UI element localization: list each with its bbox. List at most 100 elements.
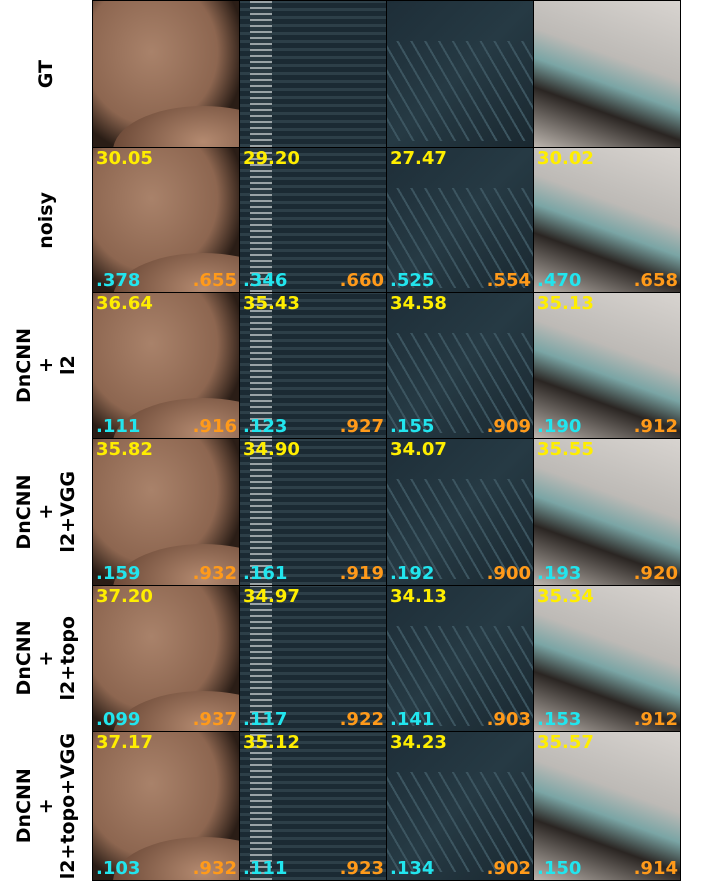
- psnr-label: 34.58: [390, 295, 447, 313]
- ssim-label: .920: [634, 565, 678, 583]
- row-label-line: +: [35, 733, 57, 879]
- psnr-label: 29.20: [243, 150, 300, 168]
- row-label-line: +: [35, 471, 57, 553]
- ssim-label: .932: [193, 860, 237, 878]
- ssim-label: .902: [487, 860, 531, 878]
- lpips-label: .378: [96, 272, 140, 290]
- row-label-line: l2+VGG: [57, 471, 79, 553]
- psnr-label: 35.34: [537, 588, 594, 606]
- image-cell: 36.64.111.916: [92, 292, 240, 439]
- row-label-line: DnCNN: [13, 328, 35, 403]
- image-cell: 35.82 .159 .932: [92, 438, 240, 586]
- ssim-label: .919: [340, 565, 384, 583]
- lpips-label: .159: [96, 565, 140, 583]
- ssim-label: .903: [487, 711, 531, 729]
- row-label: DnCNN+l2+topo: [0, 585, 92, 732]
- image-cell: 34.23 .134 .902: [386, 731, 534, 881]
- row-label-line: noisy: [35, 192, 57, 249]
- ssim-label: .658: [634, 272, 678, 290]
- row-label-text: DnCNN+l2: [13, 328, 79, 403]
- psnr-label: 35.12: [243, 734, 300, 752]
- psnr-label: 35.13: [537, 295, 594, 313]
- lpips-label: .525: [390, 272, 434, 290]
- psnr-label: 36.64: [96, 295, 153, 313]
- psnr-label: 34.07: [390, 441, 447, 459]
- psnr-label: 34.13: [390, 588, 447, 606]
- image-cell: 37.20 .099 .937: [92, 585, 240, 732]
- ssim-label: .923: [340, 860, 384, 878]
- psnr-label: 27.47: [390, 150, 447, 168]
- image-cell: 35.55.193.920: [533, 438, 681, 586]
- ssim-label: .927: [340, 418, 384, 436]
- row-label-line: +: [35, 616, 57, 700]
- row-label-text: DnCNN+l2+topo: [13, 616, 79, 700]
- psnr-label: 37.20: [96, 588, 153, 606]
- lpips-label: .150: [537, 860, 581, 878]
- lpips-label: .192: [390, 565, 434, 583]
- image-cell: 30.05 .378 .655: [92, 147, 240, 293]
- row-label: DnCNN+l2: [0, 292, 92, 439]
- lpips-label: .117: [243, 711, 287, 729]
- ssim-label: .912: [634, 418, 678, 436]
- row-label: GT: [0, 0, 92, 148]
- row-label: DnCNN+l2+VGG: [0, 438, 92, 586]
- image-cell: 34.97.117.922: [239, 585, 387, 732]
- lpips-label: .346: [243, 272, 287, 290]
- image-cell: [92, 0, 240, 148]
- figure: GT noisy 30.05 .378 .655 29.20 .346 .660 27.47 .5…: [0, 0, 704, 887]
- row-label-line: DnCNN: [13, 471, 35, 553]
- row-label-line: GT: [35, 60, 57, 88]
- ssim-label: .554: [487, 272, 531, 290]
- image-cell: 35.57 .150 .914: [533, 731, 681, 881]
- psnr-label: 34.23: [390, 734, 447, 752]
- lpips-label: .155: [390, 418, 434, 436]
- ssim-label: .655: [193, 272, 237, 290]
- psnr-label: 35.57: [537, 734, 594, 752]
- image-cell: 27.47 .525 .554: [386, 147, 534, 293]
- row-label-line: l2+topo+VGG: [57, 733, 79, 879]
- image-cell: 35.34 .153 .912: [533, 585, 681, 732]
- lpips-label: .103: [96, 860, 140, 878]
- lpips-label: .123: [243, 418, 287, 436]
- image-cell: 30.02.470.658: [533, 147, 681, 293]
- row-label: noisy: [0, 147, 92, 293]
- ssim-label: .909: [487, 418, 531, 436]
- psnr-label: 37.17: [96, 734, 153, 752]
- lpips-label: .099: [96, 711, 140, 729]
- row-label-text: GT: [35, 60, 57, 88]
- psnr-label: 34.90: [243, 441, 300, 459]
- lpips-label: .141: [390, 711, 434, 729]
- ssim-label: .932: [193, 565, 237, 583]
- row-label-text: DnCNN+l2+topo+VGG: [13, 733, 79, 879]
- ssim-label: .912: [634, 711, 678, 729]
- ssim-label: .660: [340, 272, 384, 290]
- lpips-label: .153: [537, 711, 581, 729]
- image-cell: [533, 0, 681, 148]
- ssim-label: .916: [193, 418, 237, 436]
- row-label-line: l2: [57, 328, 79, 403]
- image-cell: [239, 0, 387, 148]
- image-cell: 34.07 .192 .900: [386, 438, 534, 586]
- image-cell: [386, 0, 534, 148]
- ssim-label: .937: [193, 711, 237, 729]
- lpips-label: .161: [243, 565, 287, 583]
- psnr-label: 35.82: [96, 441, 153, 459]
- row-label-text: DnCNN+l2+VGG: [13, 471, 79, 553]
- row-label-line: +: [35, 328, 57, 403]
- image-cell: 29.20 .346 .660: [239, 147, 387, 293]
- image-cell: 37.17 .103 .932: [92, 731, 240, 881]
- lpips-label: .111: [243, 860, 287, 878]
- row-label-line: DnCNN: [13, 616, 35, 700]
- row-label-line: DnCNN: [13, 733, 35, 879]
- lpips-label: .193: [537, 565, 581, 583]
- psnr-label: 30.05: [96, 150, 153, 168]
- ssim-label: .900: [487, 565, 531, 583]
- lpips-label: .190: [537, 418, 581, 436]
- image-cell: 34.58 .155 .909: [386, 292, 534, 439]
- image-cell: 34.13 .141 .903: [386, 585, 534, 732]
- psnr-label: 34.97: [243, 588, 300, 606]
- row-label: DnCNN+l2+topo+VGG: [0, 731, 92, 881]
- ssim-label: .914: [634, 860, 678, 878]
- lpips-label: .134: [390, 860, 434, 878]
- image-cell: 35.13 .190 .912: [533, 292, 681, 439]
